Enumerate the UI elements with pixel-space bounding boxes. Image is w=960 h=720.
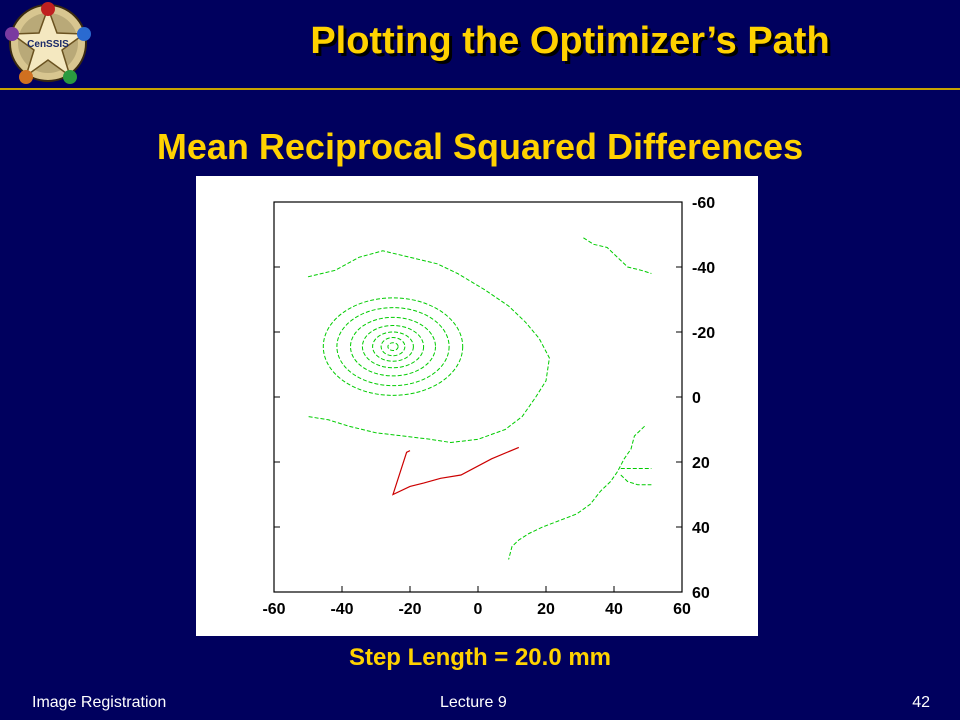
x-tick-label-2: -20 [398,601,421,618]
contour-ring-5 [336,307,450,387]
contour-line-0 [307,250,550,444]
slide-title: Plotting the Optimizer’s Path [310,20,830,62]
contour-ring-6 [322,297,464,396]
chart-panel: -60 -40 -20 0 20 40 60 -60 -40 -20 0 20 40 60 [196,176,758,636]
footer-lecture: Lecture 9 [440,694,507,711]
footer-course: Image Registration [32,694,167,711]
y-tick-label-3: 0 [692,390,701,407]
y-tick-label-0: -60 [692,195,715,212]
y-tick-label-4: 20 [692,455,710,472]
contour-chart: -60 -40 -20 0 20 40 60 -60 -40 -20 0 20 40 60 [262,195,715,618]
contour-line-1 [583,237,652,274]
contour-ring-3 [361,325,425,369]
contour-ring-4 [350,316,436,377]
title-divider [0,88,960,90]
censsis-logo: CenSSIS [5,2,91,84]
contour-line-4 [620,474,652,486]
x-tick-label-6: 60 [673,601,691,618]
x-tick-label-3: 0 [474,601,483,618]
x-tick-label-4: 20 [537,601,555,618]
contour-ring-1 [380,337,406,357]
y-tick-label-5: 40 [692,520,710,537]
contour-ring-2 [372,331,414,362]
contour-line-2 [508,425,645,560]
optimizer-path [392,446,520,496]
x-tick-label-1: -40 [330,601,353,618]
logo-text: CenSSIS [27,39,69,50]
x-tick-label-5: 40 [605,601,623,618]
contour-ring-0 [387,342,399,352]
y-tick-label-2: -20 [692,325,715,342]
slide-subtitle: Mean Reciprocal Squared Differences [156,126,804,167]
step-length-caption: Step Length = 20.0 mm [348,644,612,671]
y-tick-label-6: 60 [692,585,710,602]
y-tick-label-1: -40 [692,260,715,277]
x-tick-label-0: -60 [262,601,285,618]
page-number: 42 [912,694,930,711]
